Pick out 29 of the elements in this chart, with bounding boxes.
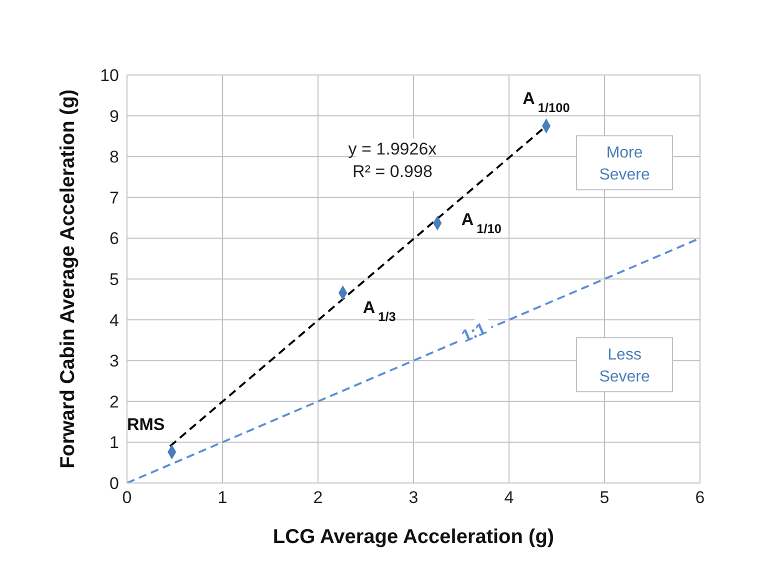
- annotation: 1:1: [458, 318, 489, 346]
- x-tick-label: 1: [218, 488, 228, 508]
- annotation: A$_{1/10}$: [461, 210, 502, 236]
- y-axis-title: Forward Cabin Average Acceleration (g): [57, 90, 80, 468]
- x-tick-label: 3: [408, 488, 418, 508]
- y-tick-label: 8: [110, 148, 119, 167]
- x-tick-label: 2: [313, 488, 323, 508]
- y-tick-label: 9: [110, 106, 119, 126]
- x-axis-title: LCG Average Acceleration (g): [272, 526, 554, 548]
- x-tick-label: 6: [695, 488, 705, 508]
- annotation: A$_{1/3}$: [362, 298, 396, 324]
- y-tick-label: 2: [110, 392, 119, 412]
- annotation: RMS: [126, 414, 165, 434]
- x-tick-label: 5: [600, 488, 610, 508]
- annotation: Less Severe: [599, 346, 650, 386]
- annotation: R² = 0.998: [352, 162, 432, 181]
- y-tick-label: 6: [110, 229, 119, 248]
- y-tick-label: 0: [110, 474, 119, 494]
- x-tick-label: 4: [504, 488, 514, 508]
- y-tick-label: 7: [110, 188, 119, 208]
- y-tick-label: 4: [110, 310, 119, 330]
- x-tick-label: 0: [122, 488, 132, 508]
- y-tick-label: 10: [100, 66, 119, 86]
- y-tick-label: 1: [110, 433, 119, 452]
- annotation: A$_{1/100}$: [522, 89, 570, 114]
- annotation: y = 1.9926x: [348, 140, 438, 159]
- y-tick-label: 3: [110, 352, 119, 371]
- annotation: More Severe: [599, 144, 650, 184]
- y-tick-label: 5: [110, 270, 119, 290]
